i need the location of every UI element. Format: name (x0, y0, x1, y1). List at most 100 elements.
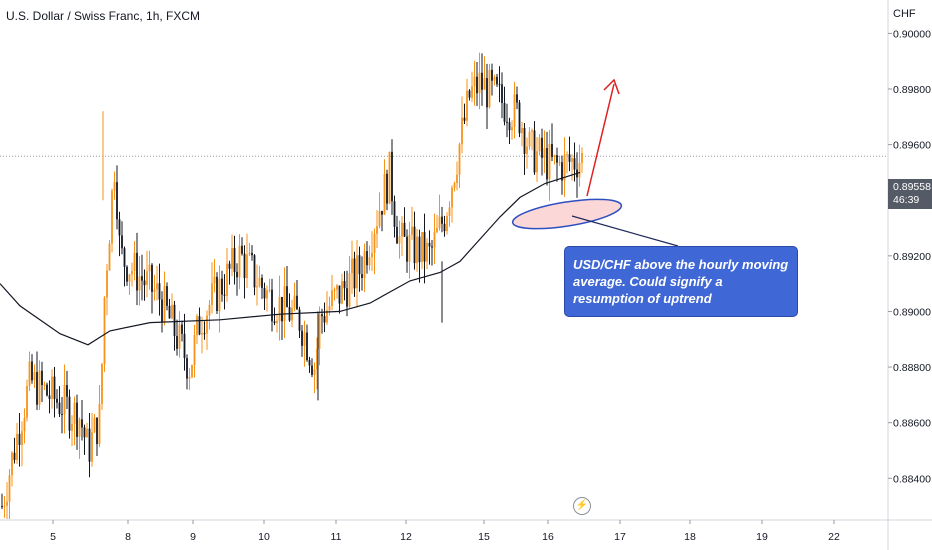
y-tick-label: 0.88800 (893, 362, 931, 374)
candle-body (171, 304, 173, 319)
candle-body (103, 297, 106, 364)
candle-body (351, 258, 353, 274)
candle-body (168, 305, 171, 319)
candle-body (63, 385, 66, 415)
candle-body (153, 289, 156, 292)
candle-body (423, 232, 426, 262)
candle-body (23, 417, 26, 432)
candle-body (473, 76, 476, 87)
candle-body (121, 235, 123, 249)
candle-body (141, 276, 143, 281)
candle-body (281, 296, 283, 322)
candle-body (548, 144, 551, 180)
candle-body (283, 286, 286, 322)
candle-body (6, 501, 8, 506)
candle-body (383, 173, 386, 215)
last-price-tag: 0.89558 46:39 (888, 179, 932, 209)
candle-body (191, 365, 193, 377)
candle-body (418, 236, 421, 263)
candle-body (51, 376, 53, 399)
y-tick-label: 0.88600 (893, 418, 931, 430)
candle-body (336, 285, 338, 290)
candle-body (183, 333, 186, 359)
candle-body (246, 254, 248, 279)
candle-body (118, 219, 121, 236)
candle-body (181, 324, 183, 334)
candle-body (308, 360, 311, 366)
candle-body (543, 148, 546, 158)
candle-body (413, 226, 416, 264)
lightning-icon[interactable]: ⚡ (573, 497, 591, 515)
candle-body (76, 402, 78, 437)
candle-body (211, 283, 213, 305)
candle-body (386, 173, 388, 204)
candle-body (501, 84, 503, 104)
candle-body (46, 384, 48, 396)
candles-layer (1, 52, 583, 520)
candle-body (536, 151, 538, 173)
currency-label: CHF (893, 8, 916, 20)
candle-body (271, 289, 273, 322)
candle-body (216, 276, 218, 312)
candle-body (503, 103, 506, 122)
candle-body (243, 253, 246, 279)
candle-body (341, 281, 343, 304)
candle-body (236, 271, 238, 278)
candle-body (278, 296, 281, 322)
x-tick-label: 17 (614, 531, 626, 543)
candle-body (363, 251, 366, 278)
candle-body (48, 395, 51, 399)
candle-body (538, 137, 541, 152)
x-tick-label: 9 (190, 531, 196, 543)
candle-body (533, 130, 536, 173)
candle-body (31, 361, 33, 381)
candle-body (388, 151, 391, 204)
candle-body (293, 295, 296, 309)
moving-average-line (0, 171, 581, 346)
candle-body (78, 419, 81, 437)
candle-body (3, 505, 6, 507)
candle-body (353, 258, 356, 289)
x-tick-label: 8 (125, 531, 131, 543)
uptrend-arrow (586, 83, 615, 197)
highlight-ellipse (511, 198, 623, 230)
candle-body (403, 222, 406, 237)
uptrend-arrow-head (603, 78, 620, 95)
candle-body (321, 314, 323, 317)
candle-body (53, 376, 56, 399)
x-tick-label: 22 (828, 531, 840, 543)
candle-body (221, 278, 223, 295)
candle-body (316, 348, 318, 370)
y-tick-label: 0.89600 (893, 140, 931, 152)
candle-body (248, 252, 251, 255)
candle-body (558, 162, 561, 164)
candle-body (433, 232, 436, 248)
candle-body (208, 304, 211, 316)
candle-body (228, 263, 231, 269)
candle-body (511, 127, 513, 131)
candle-body (486, 78, 488, 108)
candle-body (73, 402, 76, 425)
last-price: 0.89558 (893, 181, 931, 193)
candle-body (331, 290, 333, 306)
candle-body (188, 376, 191, 379)
bar-countdown: 46:39 (893, 194, 920, 206)
candle-body (463, 117, 466, 121)
candle-body (258, 277, 261, 287)
candle-body (491, 69, 493, 81)
candle-body (301, 330, 303, 346)
annotation-layer (511, 78, 679, 247)
moving-average-layer (0, 171, 581, 346)
annotation-callout[interactable]: USD/CHF above the hourly moving average.… (564, 246, 798, 317)
candle-body (466, 90, 468, 121)
candle-body (123, 248, 126, 267)
y-tick-label: 0.89200 (893, 251, 931, 263)
candle-body (396, 226, 398, 244)
candle-body (206, 315, 208, 334)
candle-body (546, 148, 548, 180)
candle-body (343, 281, 346, 289)
candle-body (508, 122, 511, 131)
candle-body (361, 274, 363, 278)
candle-body (366, 251, 368, 266)
